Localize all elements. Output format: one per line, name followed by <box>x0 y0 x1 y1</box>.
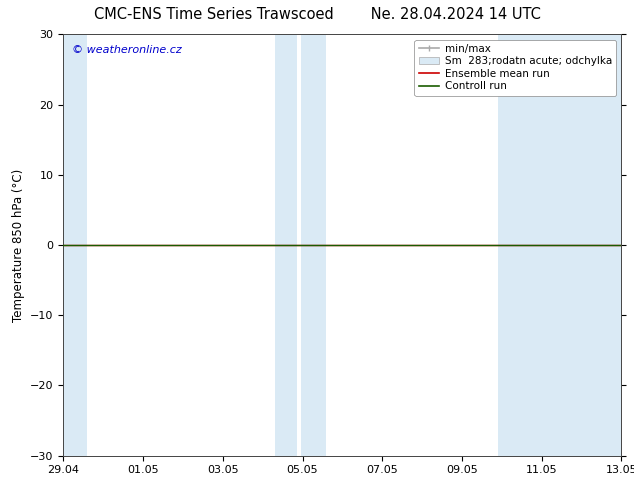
Bar <box>275 34 297 456</box>
Legend: min/max, Sm  283;rodatn acute; odchylka, Ensemble mean run, Controll run: min/max, Sm 283;rodatn acute; odchylka, … <box>415 40 616 96</box>
Text: © weatheronline.cz: © weatheronline.cz <box>72 45 181 55</box>
Bar <box>55 34 87 456</box>
Bar <box>498 34 630 456</box>
Text: CMC-ENS Time Series Trawscoed        Ne. 28.04.2024 14 UTC: CMC-ENS Time Series Trawscoed Ne. 28.04.… <box>94 7 540 23</box>
Y-axis label: Temperature 850 hPa (°C): Temperature 850 hPa (°C) <box>11 169 25 321</box>
Bar <box>301 34 327 456</box>
